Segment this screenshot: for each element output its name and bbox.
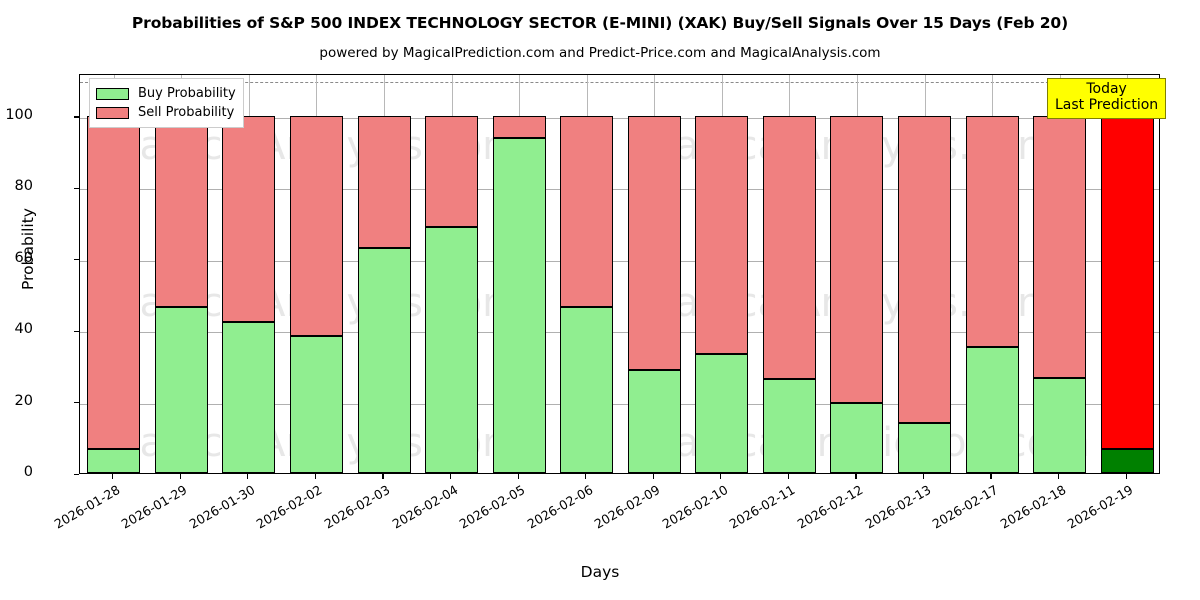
bar-group[interactable]: [762, 75, 816, 473]
x-axis-label: Days: [580, 563, 620, 581]
y-tick-mark: [74, 330, 79, 332]
chart-subtitle: powered by MagicalPrediction.com and Pre…: [319, 45, 881, 61]
legend-label: Buy Probability: [138, 86, 236, 101]
x-tick-mark: [449, 474, 452, 479]
bar-segment-sell[interactable]: [289, 115, 343, 336]
bar-group[interactable]: [830, 75, 884, 473]
x-tick-mark: [990, 474, 992, 479]
x-tick-mark: [787, 474, 789, 479]
bar-segment-sell[interactable]: [1100, 115, 1154, 450]
bar-segment-sell[interactable]: [965, 115, 1019, 347]
x-tick-mark: [179, 474, 181, 479]
bar-group[interactable]: [154, 75, 208, 473]
bar-segment-sell[interactable]: [425, 115, 479, 227]
bar-segment-buy[interactable]: [289, 335, 343, 473]
y-tick-mark: [74, 116, 79, 118]
bar-segment-sell[interactable]: [627, 115, 681, 371]
legend-swatch-sell: [96, 106, 129, 119]
bar-segment-sell[interactable]: [357, 115, 411, 248]
bar-group[interactable]: [695, 75, 749, 473]
y-tick-label: 100: [5, 106, 33, 123]
legend-swatch-buy: [96, 87, 129, 100]
bar-segment-buy[interactable]: [425, 226, 479, 473]
y-tick-mark: [74, 402, 79, 404]
x-tick-mark: [720, 474, 722, 479]
x-tick-mark: [1125, 474, 1127, 479]
bar-group[interactable]: [1100, 75, 1154, 473]
bar-segment-buy[interactable]: [830, 403, 884, 473]
x-tick-mark: [585, 474, 587, 479]
bar-segment-sell[interactable]: [695, 115, 749, 355]
bar-segment-buy[interactable]: [1100, 449, 1154, 473]
bar-segment-buy[interactable]: [898, 422, 952, 473]
chart-legend: Buy Probability Sell Probability: [89, 78, 244, 128]
x-tick-mark: [855, 474, 857, 479]
bar-segment-sell[interactable]: [87, 115, 141, 450]
gridline-horizontal: [80, 332, 1159, 334]
bar-group[interactable]: [627, 75, 681, 473]
bar-segment-sell[interactable]: [762, 115, 816, 380]
bar-segment-buy[interactable]: [762, 379, 816, 473]
legend-item[interactable]: Sell Probability: [96, 103, 236, 122]
x-tick-mark: [922, 474, 925, 479]
bar-group[interactable]: [289, 75, 343, 473]
plot-area: MagicalAnalysis.comMagicalAnalysis.comMa…: [79, 74, 1160, 474]
gridline-horizontal: [80, 403, 1159, 405]
legend-item[interactable]: Buy Probability: [96, 84, 236, 103]
bar-segment-buy[interactable]: [965, 346, 1019, 473]
x-tick-mark: [517, 474, 519, 479]
bar-segment-buy[interactable]: [87, 449, 141, 473]
bar-group[interactable]: [357, 75, 411, 473]
bar-group[interactable]: [222, 75, 276, 473]
bar-segment-sell[interactable]: [154, 115, 208, 307]
y-tick-mark: [74, 259, 79, 261]
today-annotation: Today Last Prediction: [1047, 78, 1167, 119]
gridline-horizontal: [80, 117, 1159, 119]
bar-group[interactable]: [1033, 75, 1087, 473]
chart-title: Probabilities of S&P 500 INDEX TECHNOLOG…: [131, 14, 1069, 32]
bar-group[interactable]: [560, 75, 614, 473]
bar-group[interactable]: [425, 75, 479, 473]
y-tick-label: 60: [14, 249, 33, 266]
x-tick-mark: [247, 474, 249, 479]
y-tick-mark: [74, 473, 79, 475]
bar-segment-sell[interactable]: [492, 115, 546, 138]
today-line-1: Today: [1086, 81, 1127, 97]
bar-segment-buy[interactable]: [560, 307, 614, 473]
bar-segment-buy[interactable]: [222, 321, 276, 473]
gridline-horizontal: [80, 189, 1159, 191]
y-tick-label: 40: [14, 321, 33, 338]
bar-segment-sell[interactable]: [898, 115, 952, 423]
bar-segment-buy[interactable]: [695, 354, 749, 473]
gridline-horizontal: [80, 260, 1159, 262]
bar-segment-buy[interactable]: [492, 137, 546, 473]
y-tick-label: 0: [23, 464, 33, 480]
bar-segment-sell[interactable]: [560, 115, 614, 308]
x-tick-mark: [382, 474, 384, 479]
bar-group[interactable]: [492, 75, 546, 473]
x-tick-mark: [314, 474, 317, 479]
x-tick-mark: [1058, 474, 1060, 479]
bar-segment-buy[interactable]: [154, 306, 208, 473]
bar-group[interactable]: [965, 75, 1019, 473]
bar-segment-sell[interactable]: [1033, 115, 1087, 379]
y-tick-label: 20: [14, 392, 33, 409]
y-tick-label: 80: [14, 178, 33, 195]
bar-segment-sell[interactable]: [222, 115, 276, 322]
today-line-2: Last Prediction: [1055, 96, 1159, 113]
bar-segment-buy[interactable]: [357, 248, 411, 473]
bar-group[interactable]: [87, 75, 141, 473]
bar-segment-sell[interactable]: [830, 115, 884, 404]
x-tick-mark: [112, 474, 114, 479]
bar-segment-buy[interactable]: [1033, 378, 1087, 473]
y-tick-mark: [74, 187, 79, 189]
legend-label: Sell Probability: [138, 105, 235, 120]
reference-dashed-line: [80, 82, 1159, 84]
bar-group[interactable]: [898, 75, 952, 473]
bar-segment-buy[interactable]: [627, 370, 681, 473]
x-tick-mark: [652, 474, 654, 479]
